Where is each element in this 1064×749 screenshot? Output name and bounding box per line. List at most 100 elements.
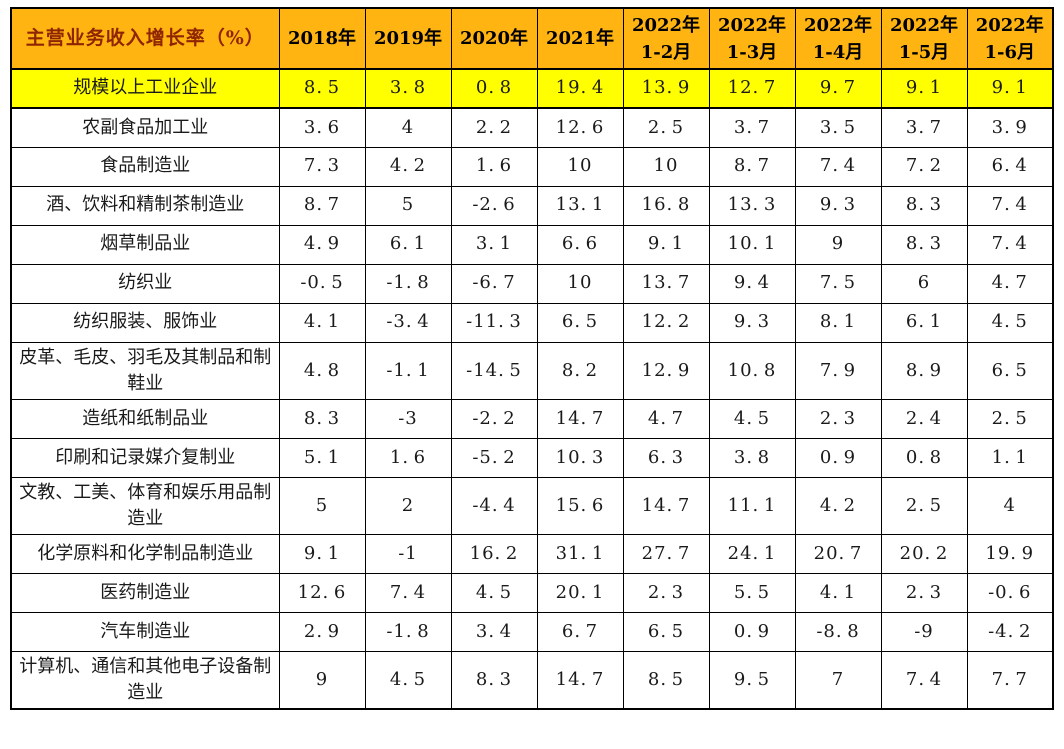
value-cell: 4. 1 bbox=[278, 302, 366, 343]
row-label: 医药制造业 bbox=[10, 572, 280, 613]
table-row: 印刷和记录媒介复制业 5. 1 1. 6 -5. 2 10. 3 6. 3 3. 8 0. 9… bbox=[10, 437, 1054, 478]
value-cell: -2. 2 bbox=[450, 398, 538, 439]
value-cell: 2. 3 bbox=[880, 572, 968, 613]
value-cell: 9 bbox=[794, 224, 882, 265]
column-header-line: 2021年 bbox=[545, 28, 615, 49]
row-label: 计算机、通信和其他电子设备制造业 bbox=[10, 650, 280, 710]
row-label: 皮革、毛皮、羽毛及其制品和制鞋业 bbox=[10, 341, 280, 400]
value-cell: 4. 5 bbox=[450, 572, 538, 613]
value-cell: 1. 1 bbox=[966, 437, 1054, 478]
value-cell: 4 bbox=[966, 476, 1054, 535]
value-cell: 6. 4 bbox=[966, 146, 1054, 187]
value-cell: 0. 9 bbox=[794, 437, 882, 478]
row-label: 酒、饮料和精制茶制造业 bbox=[10, 185, 280, 226]
column-header: 2022年 1-4月 bbox=[794, 7, 882, 70]
table-row: 文教、工美、体育和娱乐用品制造业 5 2 -4. 4 15. 6 14. 7 11. 1 4.… bbox=[10, 476, 1054, 535]
value-cell: 7. 4 bbox=[966, 224, 1054, 265]
table-row: 汽车制造业 2. 9 -1. 8 3. 4 6. 7 6. 5 0. 9 -8. 8 -9 -4.… bbox=[10, 611, 1054, 652]
value-cell: 0. 8 bbox=[450, 68, 538, 109]
value-cell: 7. 9 bbox=[794, 341, 882, 400]
value-cell: -14. 5 bbox=[450, 341, 538, 400]
value-cell: 13. 9 bbox=[622, 68, 710, 109]
value-cell: -1. 8 bbox=[364, 611, 452, 652]
value-cell: 4. 5 bbox=[364, 650, 452, 710]
value-cell: 2. 2 bbox=[450, 107, 538, 148]
value-cell: 31. 1 bbox=[536, 533, 624, 574]
value-cell: -9 bbox=[880, 611, 968, 652]
value-cell: 27. 7 bbox=[622, 533, 710, 574]
page: 主营业务收入增长率（%） 2018年 2019年 2020年 2021年 2022年 1-2… bbox=[10, 7, 1054, 711]
value-cell: 11. 1 bbox=[708, 476, 796, 535]
value-cell: 9. 1 bbox=[966, 68, 1054, 109]
table-title: 主营业务收入增长率（%） bbox=[10, 7, 280, 70]
value-cell: 12. 9 bbox=[622, 341, 710, 400]
value-cell: 10 bbox=[622, 146, 710, 187]
value-cell: 9. 7 bbox=[794, 68, 882, 109]
value-cell: 8. 1 bbox=[794, 302, 882, 343]
column-header-line: 2022年 bbox=[803, 14, 873, 36]
value-cell: 3. 5 bbox=[794, 107, 882, 148]
value-cell: 9. 3 bbox=[794, 185, 882, 226]
value-cell: 12. 6 bbox=[278, 572, 366, 613]
value-cell: 8. 9 bbox=[880, 341, 968, 400]
value-cell: 6. 5 bbox=[622, 611, 710, 652]
row-label: 纺织服装、服饰业 bbox=[10, 302, 280, 343]
value-cell: 2. 5 bbox=[966, 398, 1054, 439]
value-cell: 1. 6 bbox=[364, 437, 452, 478]
value-cell: 5 bbox=[364, 185, 452, 226]
row-label: 农副食品加工业 bbox=[10, 107, 280, 148]
value-cell: 4. 2 bbox=[364, 146, 452, 187]
row-label: 文教、工美、体育和娱乐用品制造业 bbox=[10, 476, 280, 535]
table-row: 烟草制品业 4. 9 6. 1 3. 1 6. 6 9. 1 10. 1 9 8. 3 7. 4 bbox=[10, 224, 1054, 265]
value-cell: -5. 2 bbox=[450, 437, 538, 478]
value-cell: 4. 1 bbox=[794, 572, 882, 613]
row-label: 食品制造业 bbox=[10, 146, 280, 187]
value-cell: 20. 7 bbox=[794, 533, 882, 574]
value-cell: 7. 5 bbox=[794, 263, 882, 304]
value-cell: 7. 4 bbox=[794, 146, 882, 187]
value-cell: -6. 7 bbox=[450, 263, 538, 304]
value-cell: 7. 4 bbox=[880, 650, 968, 710]
value-cell: 3. 1 bbox=[450, 224, 538, 265]
table-row: 化学原料和化学制品制造业 9. 1 -1 16. 2 31. 1 27. 7 24. 1 20… bbox=[10, 533, 1054, 574]
value-cell: 4. 7 bbox=[622, 398, 710, 439]
column-header: 2022年 1-5月 bbox=[880, 7, 968, 70]
value-cell: -0. 6 bbox=[966, 572, 1054, 613]
value-cell: -3. 4 bbox=[364, 302, 452, 343]
value-cell: 20. 2 bbox=[880, 533, 968, 574]
value-cell: 14. 7 bbox=[622, 476, 710, 535]
column-header: 2020年 bbox=[450, 7, 538, 70]
value-cell: 3. 6 bbox=[278, 107, 366, 148]
value-cell: 10 bbox=[536, 146, 624, 187]
value-cell: 15. 6 bbox=[536, 476, 624, 535]
value-cell: 13. 7 bbox=[622, 263, 710, 304]
column-header-line: 2020年 bbox=[459, 28, 529, 49]
value-cell: -2. 6 bbox=[450, 185, 538, 226]
value-cell: 9. 1 bbox=[880, 68, 968, 109]
value-cell: 4. 2 bbox=[794, 476, 882, 535]
row-label: 化学原料和化学制品制造业 bbox=[10, 533, 280, 574]
row-label: 汽车制造业 bbox=[10, 611, 280, 652]
value-cell: 8. 3 bbox=[278, 398, 366, 439]
value-cell: 10. 1 bbox=[708, 224, 796, 265]
value-cell: 6. 3 bbox=[622, 437, 710, 478]
column-header-line: 2022年 bbox=[889, 14, 959, 36]
column-header-line: 1-4月 bbox=[812, 41, 864, 63]
value-cell: 14. 7 bbox=[536, 398, 624, 439]
column-header-line: 2018年 bbox=[287, 28, 357, 49]
value-cell: 8. 3 bbox=[450, 650, 538, 710]
column-header-line: 1-6月 bbox=[984, 41, 1036, 63]
value-cell: 7. 7 bbox=[966, 650, 1054, 710]
value-cell: 6. 7 bbox=[536, 611, 624, 652]
value-cell: 6 bbox=[880, 263, 968, 304]
row-label: 规模以上工业企业 bbox=[10, 68, 280, 109]
table-row: 酒、饮料和精制茶制造业 8. 7 5 -2. 6 13. 1 16. 8 13. 3 9. 3… bbox=[10, 185, 1054, 226]
value-cell: 6. 5 bbox=[536, 302, 624, 343]
value-cell: -0. 5 bbox=[278, 263, 366, 304]
column-header: 2019年 bbox=[364, 7, 452, 70]
value-cell: 3. 7 bbox=[880, 107, 968, 148]
row-label: 烟草制品业 bbox=[10, 224, 280, 265]
column-header-line: 2022年 bbox=[717, 14, 787, 36]
value-cell: -11. 3 bbox=[450, 302, 538, 343]
